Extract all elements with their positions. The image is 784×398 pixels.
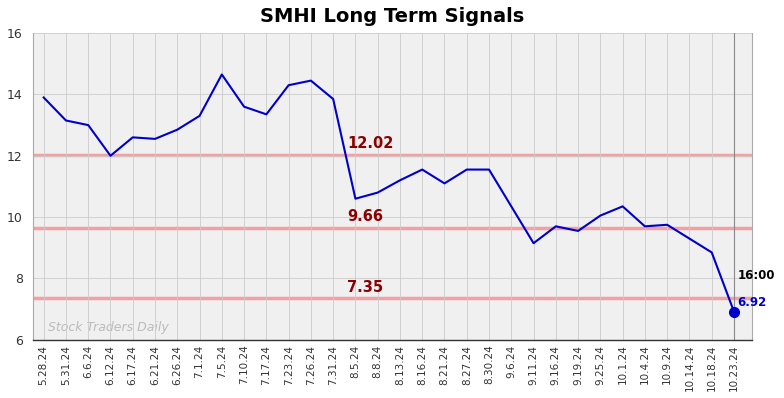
Text: 9.66: 9.66 xyxy=(347,209,383,224)
Title: SMHI Long Term Signals: SMHI Long Term Signals xyxy=(260,7,524,26)
Text: 12.02: 12.02 xyxy=(347,137,394,152)
Text: 16:00: 16:00 xyxy=(737,269,775,283)
Text: Stock Traders Daily: Stock Traders Daily xyxy=(48,321,169,334)
Text: 7.35: 7.35 xyxy=(347,280,383,295)
Text: 6.92: 6.92 xyxy=(737,296,767,308)
